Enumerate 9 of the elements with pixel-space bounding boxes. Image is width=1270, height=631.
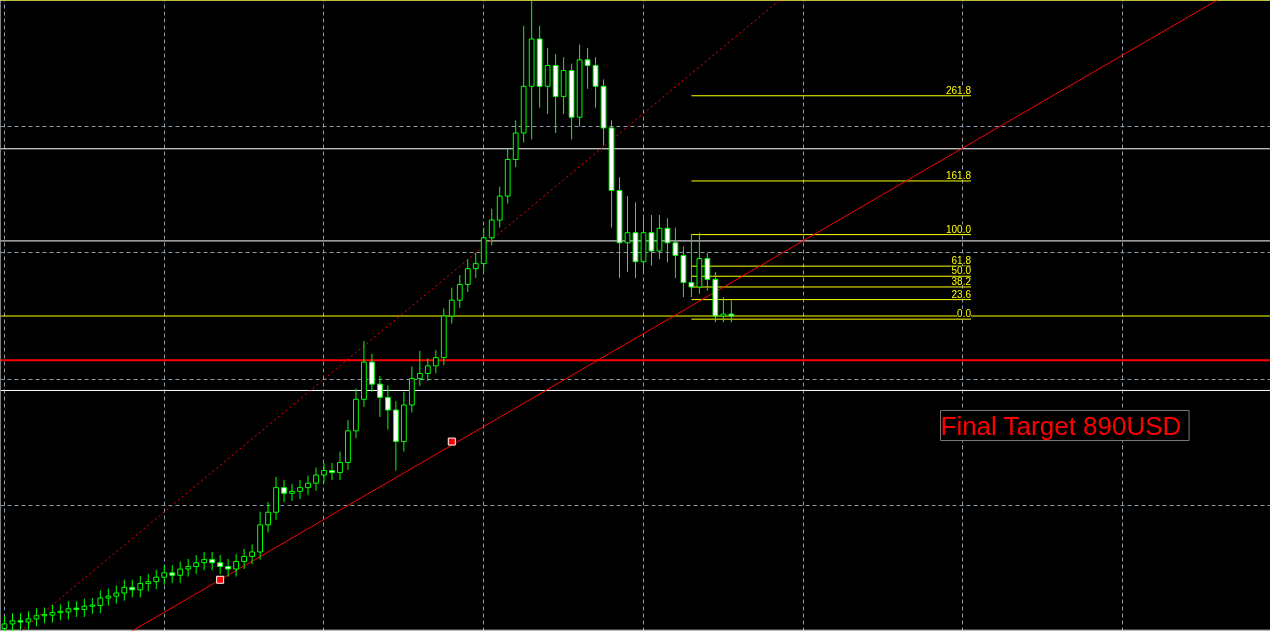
annotation: 261.8	[945, 84, 972, 96]
annotation: 50.0	[951, 265, 972, 277]
annotation: 38.2	[951, 275, 972, 287]
annotation: 0.0	[957, 308, 972, 320]
annotation: 23.6	[951, 288, 972, 300]
annotation: 100.0	[945, 223, 972, 235]
annotation: 161.8	[945, 169, 972, 181]
annotation: 61.8	[951, 255, 972, 267]
annotation: Final Target 890USD	[940, 410, 1182, 441]
